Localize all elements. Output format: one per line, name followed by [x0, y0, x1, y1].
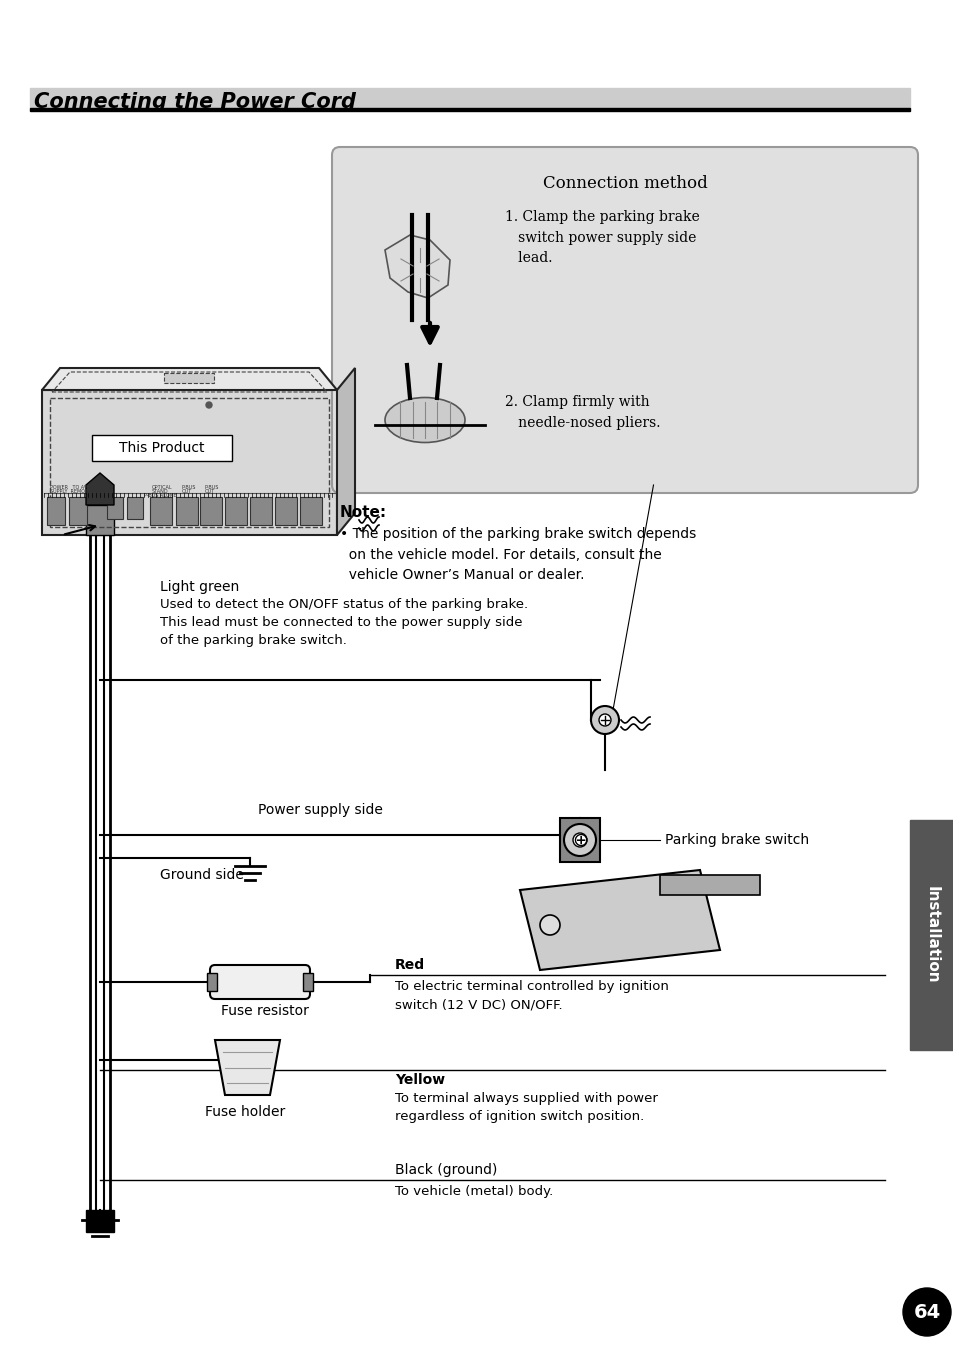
Bar [86, 505, 113, 535]
Bar [42, 390, 336, 535]
Text: STAND: STAND [152, 489, 169, 495]
Bar [225, 497, 247, 524]
Text: OUT: OUT [205, 489, 215, 495]
Text: Yellow: Yellow [395, 1073, 445, 1087]
Text: Parking brake switch: Parking brake switch [664, 833, 808, 847]
Bar [274, 497, 296, 524]
Text: • The position of the parking brake switch depends
  on the vehicle model. For d: • The position of the parking brake swit… [339, 527, 696, 583]
Polygon shape [519, 870, 720, 970]
Polygon shape [336, 369, 355, 535]
Text: Ground side: Ground side [160, 869, 244, 882]
Bar [30, 88, 909, 108]
Bar [175, 497, 198, 524]
Text: Connecting the Power Cord: Connecting the Power Cord [34, 92, 355, 112]
Text: To vehicle (metal) body.: To vehicle (metal) body. [395, 1186, 553, 1198]
Bar [86, 1210, 113, 1232]
Text: This Product: This Product [119, 440, 205, 455]
Circle shape [590, 706, 618, 734]
Text: OPTICAL: OPTICAL [152, 485, 172, 491]
Text: P-BUS: P-BUS [205, 485, 219, 491]
Circle shape [206, 402, 212, 408]
Text: 2. Clamp firmly with
   needle-nosed pliers.: 2. Clamp firmly with needle-nosed pliers… [504, 396, 659, 430]
Text: POWER   TO AVI-ON: POWER TO AVI-ON [50, 485, 98, 491]
Text: Used to detect the ON/OFF status of the parking brake.
This lead must be connect: Used to detect the ON/OFF status of the … [160, 598, 528, 646]
Text: Light green: Light green [160, 580, 239, 593]
Bar [107, 497, 123, 519]
Polygon shape [86, 473, 113, 505]
Text: Connection method: Connection method [542, 175, 706, 191]
Text: To electric terminal controlled by ignition
switch (12 V DC) ON/OFF.: To electric terminal controlled by ignit… [395, 980, 668, 1011]
Circle shape [902, 1289, 950, 1336]
Bar [909, 820, 953, 1050]
Text: ⊕: ⊕ [571, 831, 588, 850]
Text: Note:: Note: [339, 505, 387, 520]
Bar [69, 497, 87, 524]
Text: Power supply side: Power supply side [257, 804, 382, 817]
Text: 1. Clamp the parking brake
   switch power supply side
   lead.: 1. Clamp the parking brake switch power … [504, 210, 699, 266]
Text: OUT: OUT [182, 489, 193, 495]
Bar [659, 875, 760, 896]
Bar [127, 497, 143, 519]
Bar [250, 497, 272, 524]
Bar [50, 398, 329, 527]
Text: Red: Red [395, 958, 425, 972]
Bar [207, 973, 216, 991]
FancyBboxPatch shape [332, 146, 917, 493]
Bar [559, 818, 599, 862]
Text: P-BUS ALONE: P-BUS ALONE [144, 493, 176, 499]
FancyBboxPatch shape [210, 965, 310, 999]
Circle shape [573, 833, 586, 847]
Bar [164, 373, 213, 383]
Text: Black (ground): Black (ground) [395, 1163, 497, 1177]
Bar [150, 497, 172, 524]
Text: SUPPLY  REMOTE SENSOR: SUPPLY REMOTE SENSOR [50, 489, 112, 495]
Bar [299, 497, 322, 524]
Bar [200, 497, 222, 524]
Bar [30, 108, 909, 111]
Polygon shape [385, 234, 450, 298]
Text: To terminal always supplied with power
regardless of ignition switch position.: To terminal always supplied with power r… [395, 1092, 658, 1123]
Circle shape [598, 714, 610, 726]
Circle shape [563, 824, 596, 856]
Polygon shape [42, 369, 336, 390]
Bar [91, 435, 232, 461]
Polygon shape [214, 1041, 280, 1095]
Text: Fuse resistor: Fuse resistor [221, 1004, 309, 1018]
Bar [303, 973, 313, 991]
Ellipse shape [385, 397, 464, 443]
Circle shape [539, 915, 559, 935]
Text: Installation: Installation [923, 886, 939, 984]
Bar [47, 497, 65, 524]
Text: Fuse holder: Fuse holder [205, 1104, 285, 1119]
Text: 64: 64 [912, 1302, 940, 1321]
Text: P-BUS: P-BUS [182, 485, 196, 491]
